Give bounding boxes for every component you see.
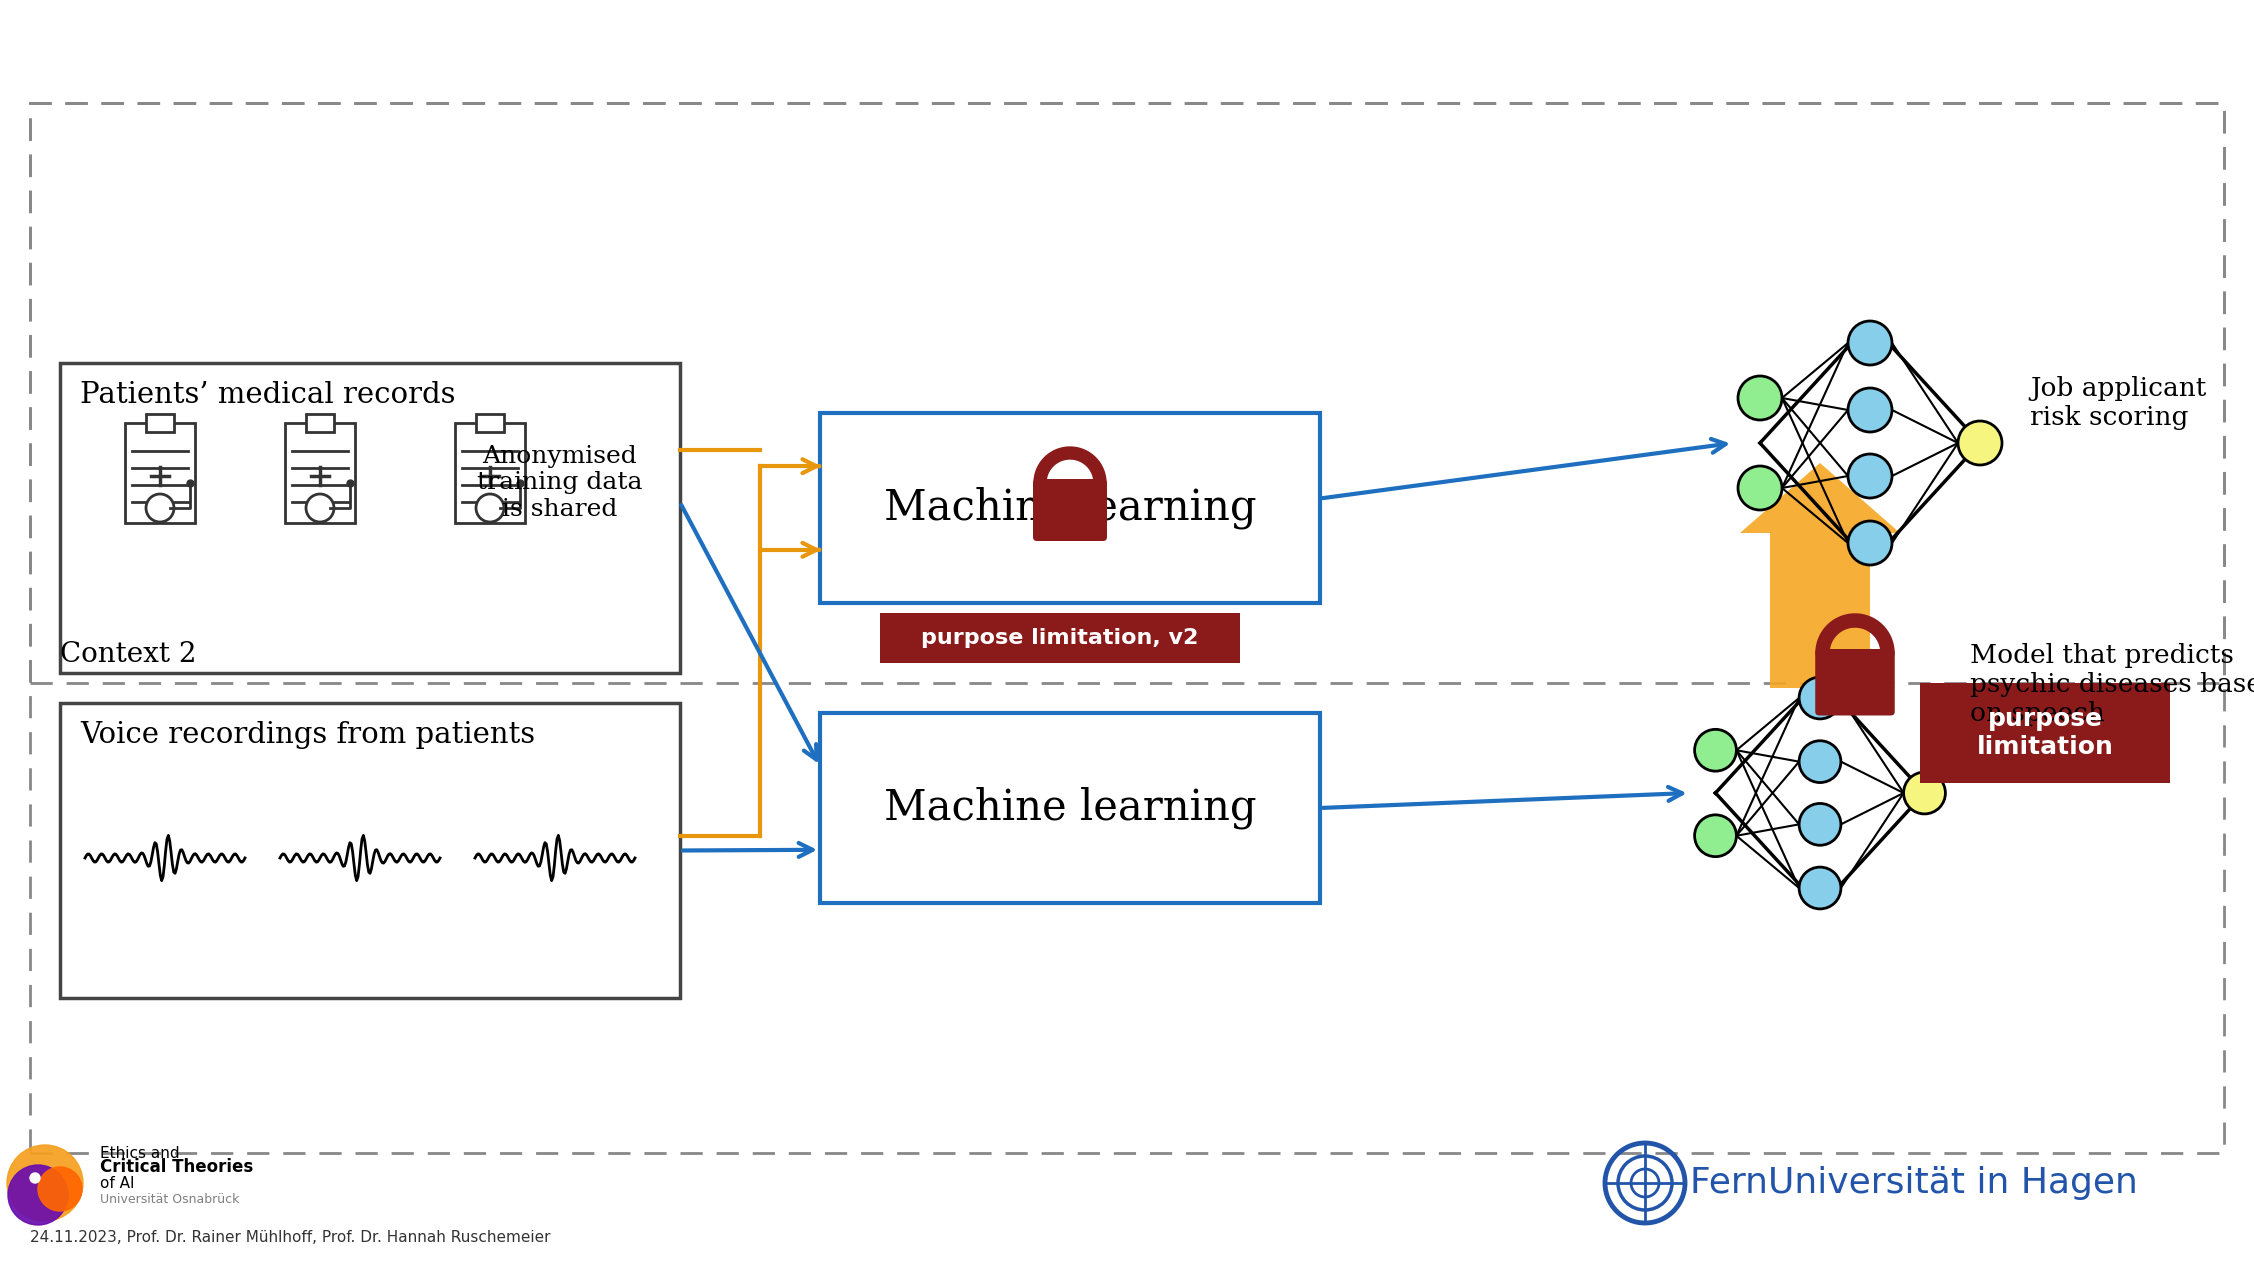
Bar <box>61 362 681 673</box>
Text: Ethics and: Ethics and <box>99 1146 180 1161</box>
Bar <box>879 613 1240 663</box>
FancyBboxPatch shape <box>1032 479 1107 541</box>
Bar <box>284 423 354 523</box>
Text: Voice recordings from patients: Voice recordings from patients <box>79 721 534 749</box>
Circle shape <box>1848 321 1891 365</box>
Text: Job applicant
risk scoring: Job applicant risk scoring <box>2031 376 2207 429</box>
Circle shape <box>1799 741 1842 783</box>
Circle shape <box>1799 868 1842 909</box>
Text: Machine learning: Machine learning <box>884 787 1255 830</box>
Circle shape <box>1905 772 1945 813</box>
Text: of AI: of AI <box>99 1176 135 1191</box>
Bar <box>820 714 1321 903</box>
Text: Machine learning: Machine learning <box>884 486 1255 529</box>
Text: Patients’ medical records: Patients’ medical records <box>79 381 455 409</box>
Text: Model that predicts
psychic diseases based
on speech: Model that predicts psychic diseases bas… <box>1970 643 2254 726</box>
FancyArrow shape <box>1740 464 1900 688</box>
Circle shape <box>1738 376 1783 421</box>
Circle shape <box>147 494 174 522</box>
Bar <box>307 414 334 432</box>
Circle shape <box>1848 388 1891 432</box>
Circle shape <box>29 1173 41 1183</box>
Text: Context 2: Context 2 <box>61 642 196 668</box>
Circle shape <box>1799 803 1842 845</box>
Circle shape <box>1695 729 1736 772</box>
Circle shape <box>1848 453 1891 498</box>
Text: FernUniversität in Hagen: FernUniversität in Hagen <box>1690 1166 2137 1200</box>
Bar <box>476 414 505 432</box>
Circle shape <box>1799 677 1842 719</box>
Circle shape <box>7 1146 83 1221</box>
Text: Anonymised
training data
is shared: Anonymised training data is shared <box>478 445 642 522</box>
Circle shape <box>1738 466 1783 510</box>
Text: Universität Osnabrück: Universität Osnabrück <box>99 1194 239 1206</box>
Circle shape <box>476 494 505 522</box>
Text: 24.11.2023, Prof. Dr. Rainer Mühlhoff, Prof. Dr. Hannah Ruschemeier: 24.11.2023, Prof. Dr. Rainer Mühlhoff, P… <box>29 1230 550 1245</box>
Bar <box>61 703 681 998</box>
Bar <box>147 414 174 432</box>
Circle shape <box>9 1164 68 1225</box>
Bar <box>29 104 2225 683</box>
Text: purpose limitation, v2: purpose limitation, v2 <box>922 628 1199 648</box>
Circle shape <box>38 1167 81 1211</box>
Circle shape <box>1695 815 1736 856</box>
Circle shape <box>1848 522 1891 565</box>
Bar <box>124 423 196 523</box>
Circle shape <box>307 494 334 522</box>
Text: purpose
limitation: purpose limitation <box>1977 707 2114 759</box>
Text: Critical Theories: Critical Theories <box>99 1158 252 1176</box>
Bar <box>455 423 525 523</box>
Bar <box>29 104 2225 1153</box>
Bar <box>1920 683 2171 783</box>
FancyBboxPatch shape <box>1814 649 1896 716</box>
Circle shape <box>1959 421 2002 465</box>
Bar <box>820 413 1321 602</box>
